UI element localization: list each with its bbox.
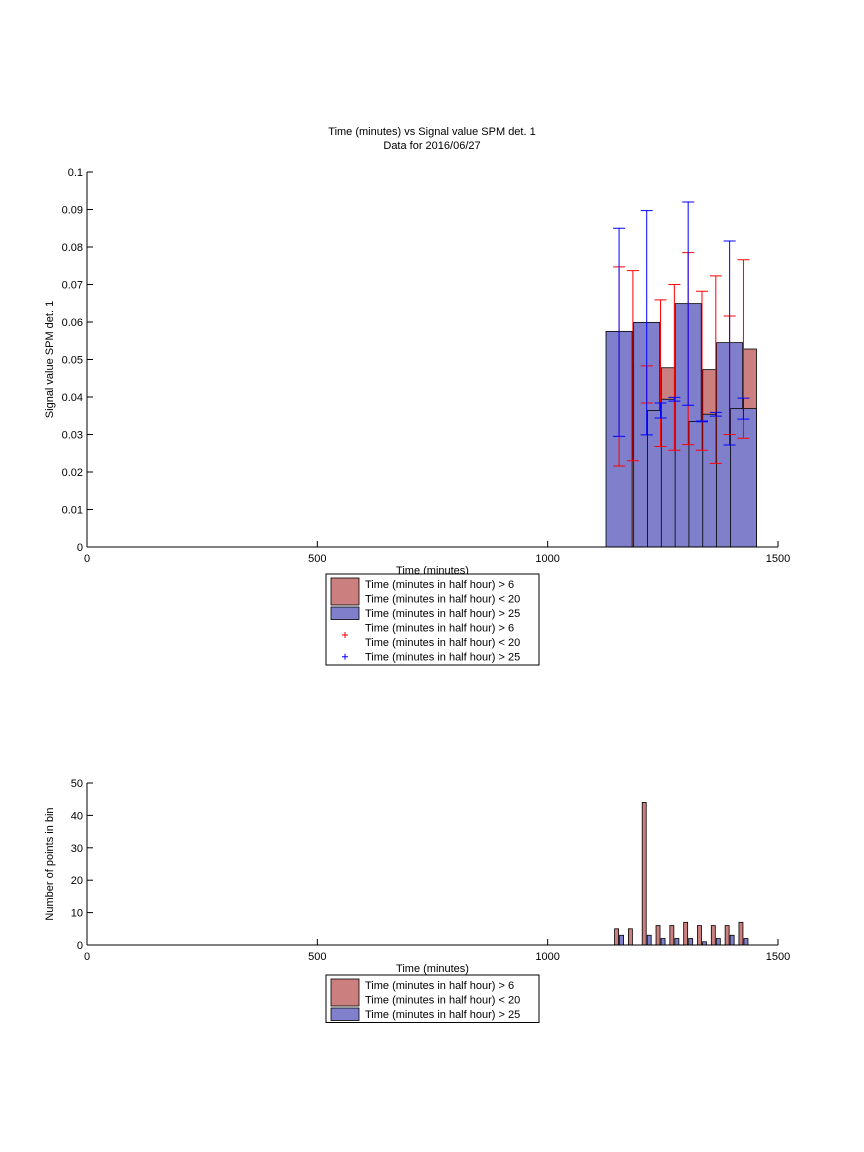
signal-legend: Time (minutes in half hour) > 6 Time (min… <box>325 573 540 666</box>
legend-box <box>325 573 540 666</box>
y-tick-label: 0.1 <box>68 167 83 179</box>
legend-label: Time (minutes in half hour) > 6 <box>365 579 514 591</box>
legend-label: Time (minutes in half hour) < 20 <box>365 594 520 606</box>
bar <box>655 925 661 946</box>
x-tick-label: 0 <box>84 553 90 565</box>
y-tick-label: 50 <box>71 778 83 790</box>
x-tick-label: 1000 <box>535 951 559 963</box>
bar <box>729 934 735 946</box>
y-tick-label: 40 <box>71 810 83 822</box>
count-legend: Time (minutes in half hour) > 6 Time (min… <box>325 974 540 1023</box>
y-tick-label: 30 <box>71 843 83 855</box>
y-tick-label: 0.07 <box>62 280 83 292</box>
legend-patch <box>330 606 360 620</box>
y-tick-label: 0.01 <box>62 505 83 517</box>
legend-patch <box>330 1007 360 1021</box>
bar <box>669 925 675 946</box>
legend-patch <box>330 577 360 606</box>
bar <box>688 938 694 946</box>
legend-box <box>325 974 540 1023</box>
bar <box>660 938 666 946</box>
bar <box>641 802 647 946</box>
bar <box>738 921 744 946</box>
legend-label: Time (minutes in half hour) > 25 <box>365 608 520 620</box>
bar <box>715 938 721 946</box>
x-tick-label: 1500 <box>766 553 790 565</box>
x-tick-label: 0 <box>84 951 90 963</box>
y-axis-label: Number of points in bin <box>44 807 56 920</box>
legend-patch <box>330 978 360 1007</box>
y-tick-label: 0.09 <box>62 205 83 217</box>
bar <box>697 925 702 946</box>
bar <box>674 938 680 946</box>
y-tick-label: 0.08 <box>62 242 83 254</box>
bar <box>627 928 633 946</box>
y-tick-label: 0 <box>77 940 83 952</box>
legend-label: Time (minutes in half hour) > 25 <box>365 652 520 664</box>
chart-subtitle: Data for 2016/06/27 <box>383 140 480 152</box>
bar <box>646 934 652 946</box>
bar <box>619 934 624 946</box>
y-tick-label: 20 <box>71 875 83 887</box>
bar <box>614 928 619 946</box>
y-tick-label: 0 <box>77 542 83 554</box>
bar <box>710 925 716 946</box>
y-tick-label: 10 <box>71 908 83 920</box>
legend-label: Time (minutes in half hour) < 20 <box>365 995 520 1007</box>
x-tick-label: 1000 <box>535 553 559 565</box>
y-tick-label: 0.02 <box>62 467 83 479</box>
bar <box>743 938 749 946</box>
bar <box>724 925 730 946</box>
legend-label: Time (minutes in half hour) < 20 <box>365 637 520 649</box>
legend-label: Time (minutes in half hour) > 6 <box>365 980 514 992</box>
legend-label: Time (minutes in half hour) > 25 <box>365 1009 520 1021</box>
bar <box>683 921 689 946</box>
x-axis-label: Time (minutes) <box>396 963 469 975</box>
y-tick-label: 0.04 <box>62 392 83 404</box>
signal-plot: 0 0.01 0.02 0.03 0.04 0.05 0.06 0.07 0.08 0.09 0.1… <box>44 167 790 577</box>
y-tick-label: 0.03 <box>62 430 83 442</box>
x-tick-label: 500 <box>308 553 326 565</box>
y-axis-label: Signal value SPM det. 1 <box>44 301 56 418</box>
y-tick-label: 0.06 <box>62 317 83 329</box>
chart-title: Time (minutes) vs Signal value SPM det. … <box>328 126 535 138</box>
y-tick-label: 0.05 <box>62 355 83 367</box>
x-tick-label: 1500 <box>766 951 790 963</box>
legend-label: Time (minutes in half hour) > 6 <box>365 623 514 635</box>
x-tick-label: 500 <box>308 951 326 963</box>
